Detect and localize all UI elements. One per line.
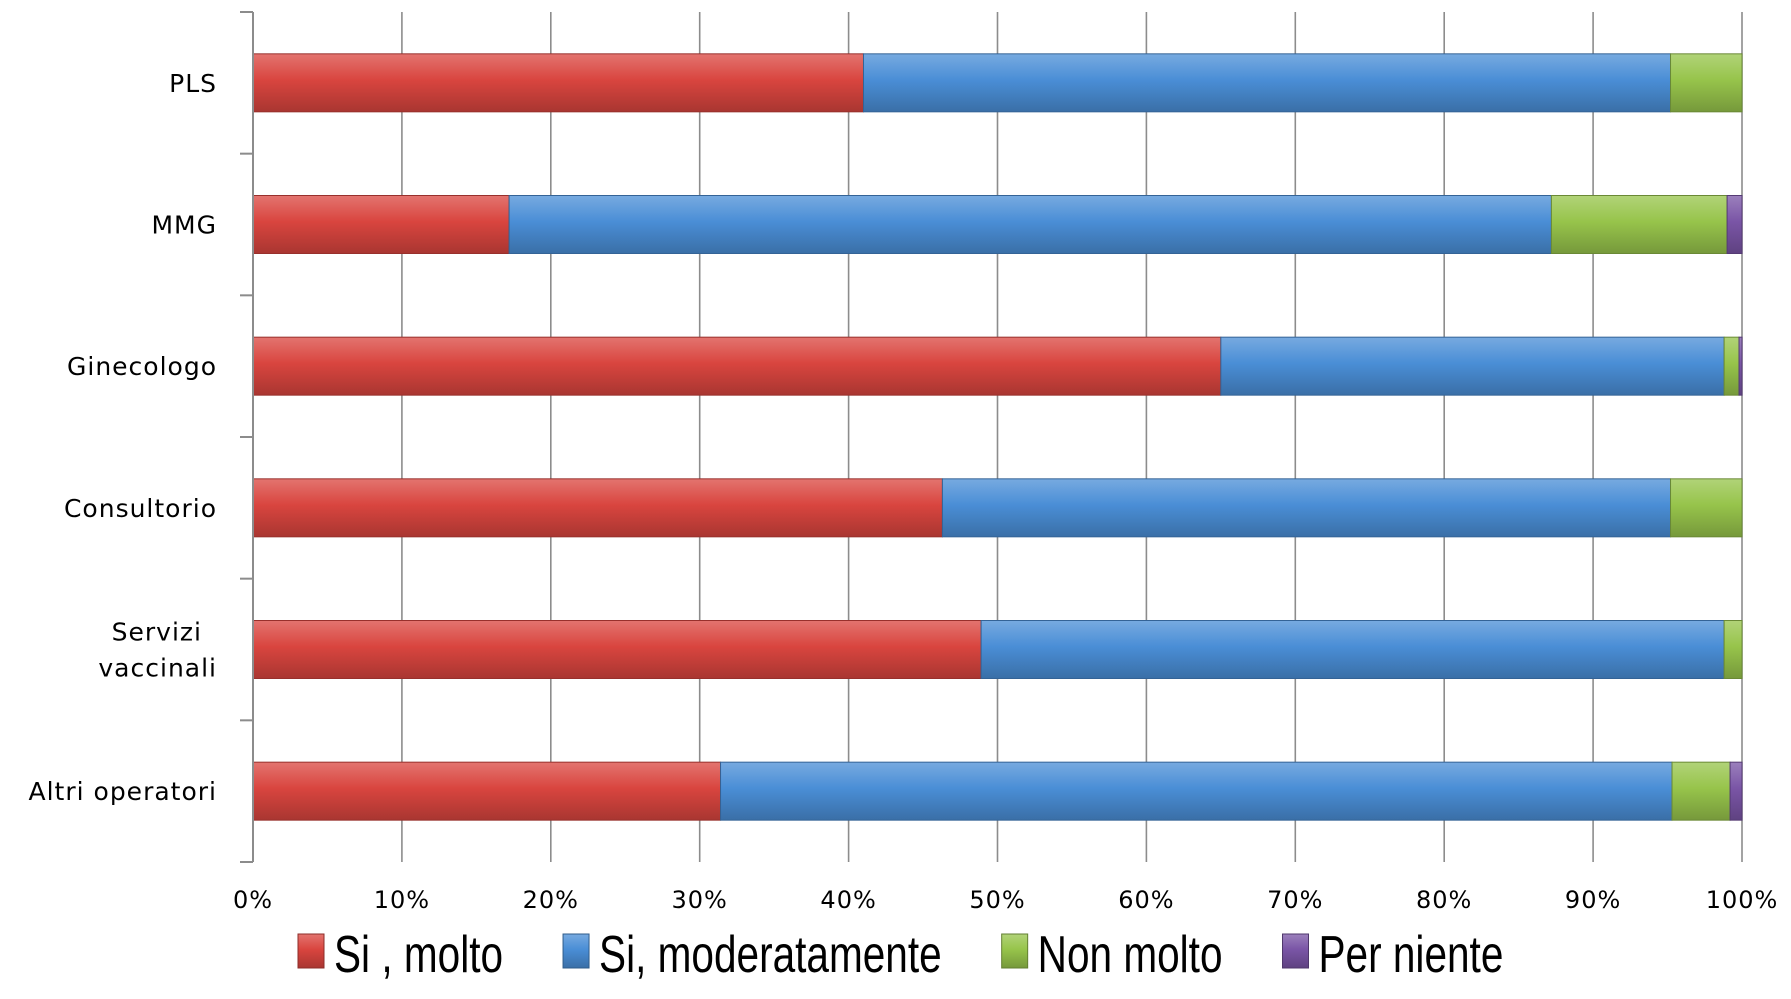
bar-pls-si-moderatamente	[862, 53, 1672, 113]
legend-item-per-niente: Per niente	[1282, 925, 1504, 983]
x-tick-labels: 0% 10% 20% 30% 40% 50% 60% 70% 80% 90% 100%	[233, 886, 1779, 914]
gridlines	[401, 12, 1743, 862]
x-tick-label-20: 20%	[523, 886, 579, 914]
bar-ginecologo-non-molto	[1723, 336, 1740, 396]
bar-mmg-non-molto	[1550, 195, 1728, 254]
legend-swatch-non-molto	[1001, 933, 1029, 969]
x-tick-label-0: 0%	[233, 886, 273, 914]
legend-swatch-si-moderatamente	[562, 933, 590, 969]
bar-consultorio-non-molto	[1670, 478, 1743, 538]
bar-ginecologo-si-molto	[252, 336, 1222, 396]
legend-item-non-molto: Non molto	[1001, 925, 1223, 983]
bar-mmg-si-molto	[252, 195, 510, 254]
bar-consultorio-si-moderatamente	[941, 478, 1672, 538]
category-label-consultorio: Consultorio	[64, 494, 217, 523]
legend-item-si-moderatamente: Si, moderatamente	[562, 925, 942, 983]
x-tick-label-30: 30%	[672, 886, 728, 914]
bars	[252, 53, 1743, 821]
legend: Si , molto Si, moderatamente Non molto Per …	[297, 925, 1504, 983]
legend-label-non-molto: Non molto	[1038, 925, 1223, 983]
category-labels: PLS MMG Ginecologo Consultorio Servizi vaccin…	[29, 69, 218, 806]
category-label-mmg: MMG	[151, 211, 217, 240]
axes	[240, 11, 254, 863]
x-tick-label-80: 80%	[1416, 886, 1472, 914]
bar-altri-operatori-si-molto	[252, 761, 722, 821]
bar-altri-operatori-si-moderatamente	[720, 761, 1673, 821]
bar-ginecologo-per-niente	[1738, 336, 1743, 396]
bar-servizi-vaccinali-non-molto	[1723, 620, 1743, 679]
bar-mmg-per-niente	[1726, 195, 1743, 254]
bar-altri-operatori-non-molto	[1671, 761, 1731, 821]
bar-servizi-vaccinali-si-molto	[252, 620, 982, 679]
bar-servizi-vaccinali-si-moderatamente	[980, 620, 1725, 679]
x-tick-label-90: 90%	[1565, 886, 1621, 914]
category-label-ginecologo: Ginecologo	[67, 352, 217, 381]
x-tick-label-50: 50%	[969, 886, 1025, 914]
bar-consultorio-si-molto	[252, 478, 943, 538]
legend-label-si-moderatamente: Si, moderatamente	[599, 925, 942, 983]
category-label-altri-operatori: Altri operatori	[29, 777, 218, 806]
x-tick-label-60: 60%	[1118, 886, 1174, 914]
x-tick-label-100: 100%	[1706, 886, 1779, 914]
legend-item-si-molto: Si , molto	[297, 925, 503, 983]
bar-mmg-si-moderatamente	[508, 195, 1552, 254]
bar-ginecologo-si-moderatamente	[1220, 336, 1725, 396]
legend-label-si-molto: Si , molto	[334, 925, 503, 983]
category-label-pls: PLS	[169, 69, 217, 98]
legend-swatch-per-niente	[1282, 933, 1310, 969]
category-label-servizi-vaccinali: Servizi vaccinali	[98, 618, 217, 683]
x-tick-label-10: 10%	[374, 886, 430, 914]
x-tick-label-40: 40%	[820, 886, 876, 914]
bar-pls-non-molto	[1670, 53, 1743, 113]
legend-swatch-si-molto	[297, 933, 325, 969]
bar-altri-operatori-per-niente	[1729, 761, 1743, 821]
legend-label-per-niente: Per niente	[1319, 925, 1504, 983]
bar-pls-si-molto	[252, 53, 864, 113]
x-tick-label-70: 70%	[1267, 886, 1323, 914]
